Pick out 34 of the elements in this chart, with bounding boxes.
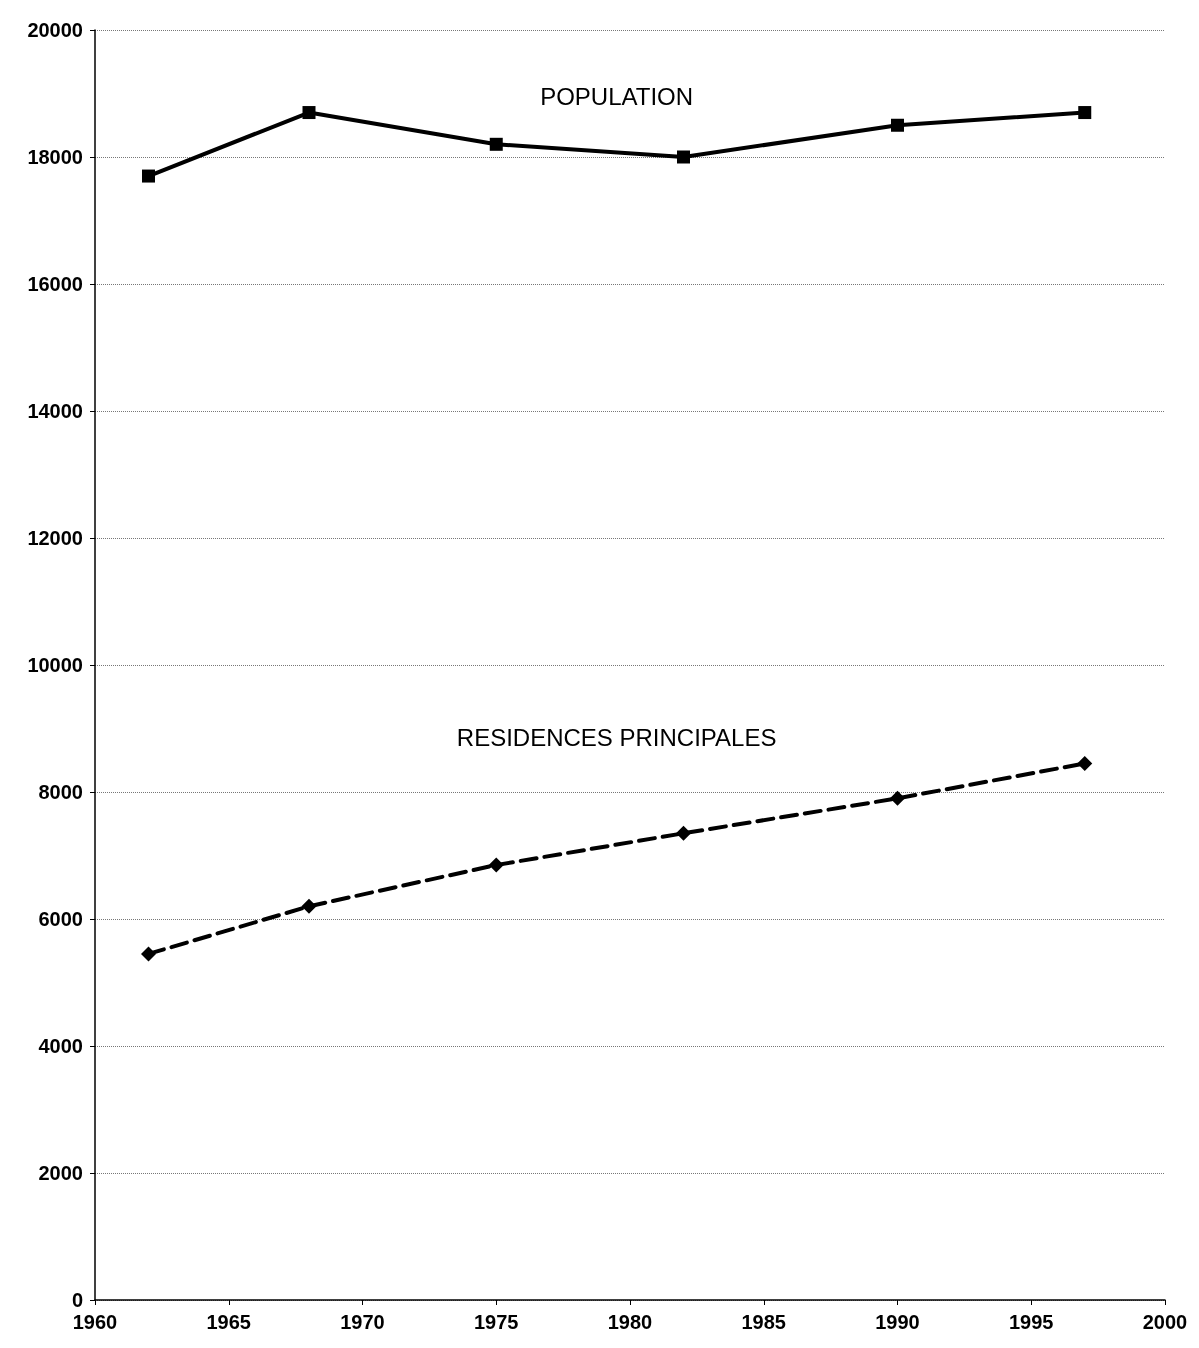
y-tick-label: 2000 <box>38 1162 83 1184</box>
x-tick-label: 2000 <box>1142 1311 1188 1333</box>
y-tick-label: 16000 <box>27 273 83 295</box>
point <box>677 150 690 164</box>
point <box>142 169 155 183</box>
y-tick-label: 20000 <box>27 19 83 41</box>
x-tick-label: 1965 <box>206 1311 251 1333</box>
point <box>1078 106 1092 120</box>
x-tick-label: 1970 <box>340 1311 385 1333</box>
point <box>302 106 316 120</box>
y-tick-label: 14000 <box>27 400 83 422</box>
point <box>676 825 691 841</box>
y-tick-label: 18000 <box>27 146 83 168</box>
x-tick-label: 1995 <box>1009 1311 1054 1333</box>
x-tick-label: 1990 <box>875 1311 920 1333</box>
point <box>141 946 156 962</box>
y-tick-label: 12000 <box>27 527 83 549</box>
point <box>1077 755 1093 771</box>
series-label: POPULATION <box>540 83 694 111</box>
y-tick-label: 6000 <box>38 908 83 930</box>
y-tick-label: 8000 <box>38 781 83 803</box>
y-tick-label: 10000 <box>27 654 83 676</box>
point <box>891 118 904 132</box>
point <box>489 137 503 151</box>
point <box>890 790 905 806</box>
x-tick-label: 1960 <box>72 1311 118 1333</box>
text: RESIDENCES PRINCIPALES <box>456 723 777 751</box>
x-tick-label: 1980 <box>607 1311 653 1333</box>
point <box>488 857 504 873</box>
y-tick-label: 0 <box>71 1289 83 1311</box>
point <box>301 898 317 914</box>
x-tick-label: 1985 <box>741 1311 786 1333</box>
y-tick-label: 4000 <box>38 1035 83 1057</box>
x-tick-label: 1975 <box>474 1311 519 1333</box>
